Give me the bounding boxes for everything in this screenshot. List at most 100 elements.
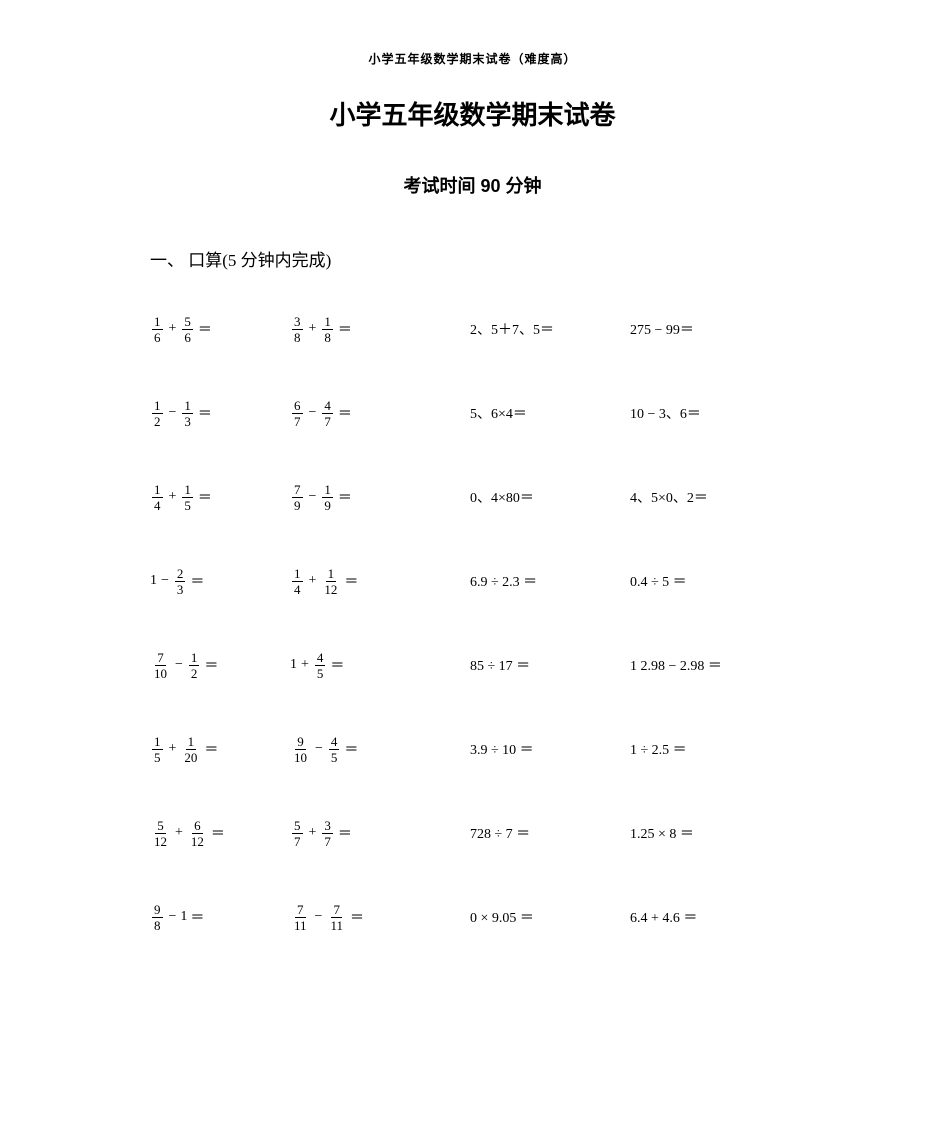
fraction: 45 bbox=[329, 735, 340, 764]
problem-cell: 98−1＝ bbox=[150, 899, 290, 935]
fraction-denominator: 7 bbox=[322, 414, 333, 428]
fraction-numerator: 1 bbox=[152, 483, 163, 498]
fraction-denominator: 7 bbox=[322, 834, 333, 848]
fraction: 910 bbox=[292, 735, 309, 764]
fraction-denominator: 2 bbox=[152, 414, 163, 428]
problem-cell: 16+56＝ bbox=[150, 311, 290, 347]
fraction-denominator: 10 bbox=[292, 750, 309, 764]
operator: + bbox=[175, 825, 183, 841]
fraction-denominator: 11 bbox=[292, 918, 309, 932]
equals: ＝ bbox=[190, 571, 204, 591]
fraction-numerator: 1 bbox=[186, 735, 197, 750]
expression: 5、6×4＝ bbox=[470, 403, 527, 423]
fraction-denominator: 4 bbox=[292, 582, 303, 596]
operator: + bbox=[309, 825, 317, 841]
fraction-denominator: 7 bbox=[292, 414, 303, 428]
fraction: 112 bbox=[322, 567, 339, 596]
operator: + bbox=[169, 489, 177, 505]
problem-grid: 16+56＝38+18＝2、5＋7、5＝275 − 99＝12−13＝67−47… bbox=[150, 311, 795, 935]
operator: + bbox=[309, 573, 317, 589]
expression: 0、4×80＝ bbox=[470, 487, 534, 507]
expression: 728 ÷ 7 ＝ bbox=[470, 823, 530, 843]
fraction-numerator: 5 bbox=[182, 315, 193, 330]
fraction-denominator: 3 bbox=[175, 582, 186, 596]
fraction: 47 bbox=[322, 399, 333, 428]
fraction: 79 bbox=[292, 483, 303, 512]
problem-cell: 15+120＝ bbox=[150, 731, 290, 767]
operator: − bbox=[175, 657, 183, 673]
expression: 85 ÷ 17 ＝ bbox=[470, 655, 530, 675]
fraction-numerator: 5 bbox=[155, 819, 166, 834]
problem-row: 512+612＝57+37＝728 ÷ 7 ＝1.25 × 8 ＝ bbox=[150, 815, 795, 851]
fraction-denominator: 2 bbox=[189, 666, 200, 680]
operator: − bbox=[315, 741, 323, 757]
integer: 1 bbox=[150, 573, 157, 589]
problem-row: 98−1＝711−711＝0 × 9.05 ＝6.4 + 4.6 ＝ bbox=[150, 899, 795, 935]
problem-cell: 512+612＝ bbox=[150, 815, 290, 851]
expression: 3.9 ÷ 10 ＝ bbox=[470, 739, 534, 759]
operator: − bbox=[315, 909, 323, 925]
fraction-denominator: 5 bbox=[329, 750, 340, 764]
equals: ＝ bbox=[204, 655, 218, 675]
fraction: 14 bbox=[292, 567, 303, 596]
page-header-small: 小学五年级数学期末试卷（难度高） bbox=[150, 50, 795, 67]
problem-cell: 3.9 ÷ 10 ＝ bbox=[470, 731, 630, 767]
expression: 6.4 + 4.6 ＝ bbox=[630, 907, 697, 927]
expression: 1.25 × 8 ＝ bbox=[630, 823, 694, 843]
fraction-denominator: 9 bbox=[292, 498, 303, 512]
fraction-denominator: 6 bbox=[182, 330, 193, 344]
expression: 1 2.98 − 2.98 ＝ bbox=[630, 655, 722, 675]
fraction-denominator: 5 bbox=[315, 666, 326, 680]
fraction: 12 bbox=[189, 651, 200, 680]
fraction-numerator: 1 bbox=[152, 315, 163, 330]
fraction: 12 bbox=[152, 399, 163, 428]
problem-cell: 5、6×4＝ bbox=[470, 395, 630, 431]
fraction-numerator: 6 bbox=[292, 399, 303, 414]
fraction-denominator: 7 bbox=[292, 834, 303, 848]
problem-cell: 14+15＝ bbox=[150, 479, 290, 515]
problem-cell: 1 2.98 − 2.98 ＝ bbox=[630, 647, 790, 683]
fraction-numerator: 1 bbox=[152, 735, 163, 750]
equals: ＝ bbox=[211, 823, 225, 843]
fraction-denominator: 12 bbox=[189, 834, 206, 848]
fraction-numerator: 5 bbox=[292, 819, 303, 834]
section-1-heading: 一、 口算(5 分钟内完成) bbox=[150, 246, 795, 271]
fraction-numerator: 4 bbox=[322, 399, 333, 414]
fraction-denominator: 8 bbox=[152, 918, 163, 932]
problem-cell: 275 − 99＝ bbox=[630, 311, 790, 347]
fraction: 38 bbox=[292, 315, 303, 344]
expression: 275 − 99＝ bbox=[630, 319, 694, 339]
problem-cell: 6.4 + 4.6 ＝ bbox=[630, 899, 790, 935]
fraction-denominator: 12 bbox=[322, 582, 339, 596]
equals: ＝ bbox=[198, 319, 212, 339]
fraction-denominator: 8 bbox=[322, 330, 333, 344]
fraction-numerator: 7 bbox=[331, 903, 342, 918]
equals: ＝ bbox=[350, 907, 364, 927]
fraction: 98 bbox=[152, 903, 163, 932]
problem-cell: 10 − 3、6＝ bbox=[630, 395, 790, 431]
fraction-denominator: 5 bbox=[152, 750, 163, 764]
equals: ＝ bbox=[338, 823, 352, 843]
operator: − bbox=[169, 405, 177, 421]
problem-row: 16+56＝38+18＝2、5＋7、5＝275 − 99＝ bbox=[150, 311, 795, 347]
equals: ＝ bbox=[338, 319, 352, 339]
fraction: 512 bbox=[152, 819, 169, 848]
fraction: 56 bbox=[182, 315, 193, 344]
equals: ＝ bbox=[344, 571, 358, 591]
fraction-denominator: 8 bbox=[292, 330, 303, 344]
problem-cell: 0、4×80＝ bbox=[470, 479, 630, 515]
fraction: 16 bbox=[152, 315, 163, 344]
problem-cell: 0 × 9.05 ＝ bbox=[470, 899, 630, 935]
equals: ＝ bbox=[198, 487, 212, 507]
operator: + bbox=[301, 657, 309, 673]
expression: 0 × 9.05 ＝ bbox=[470, 907, 534, 927]
problem-cell: 4、5×0、2＝ bbox=[630, 479, 790, 515]
fraction-numerator: 9 bbox=[295, 735, 306, 750]
fraction: 120 bbox=[182, 735, 199, 764]
fraction-numerator: 1 bbox=[292, 567, 303, 582]
problem-cell: 57+37＝ bbox=[290, 815, 470, 851]
problem-cell: 38+18＝ bbox=[290, 311, 470, 347]
fraction-numerator: 1 bbox=[152, 399, 163, 414]
problem-cell: 1.25 × 8 ＝ bbox=[630, 815, 790, 851]
fraction: 13 bbox=[182, 399, 193, 428]
